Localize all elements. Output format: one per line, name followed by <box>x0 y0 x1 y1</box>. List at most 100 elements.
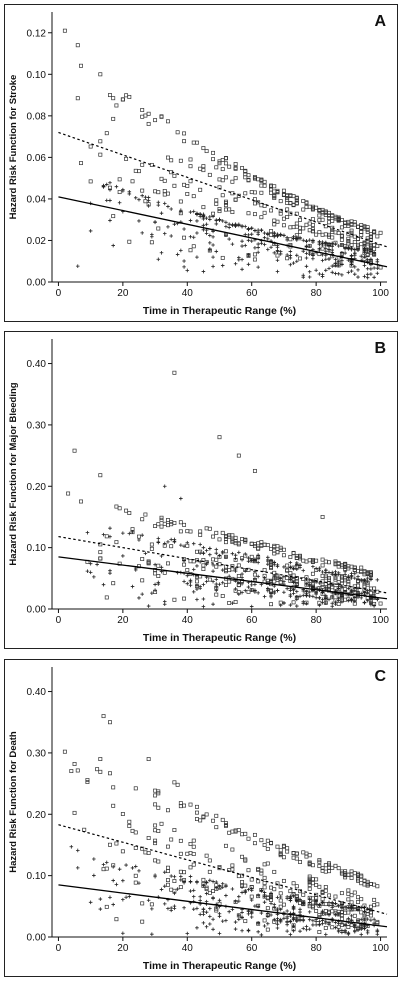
data-point-square <box>153 118 158 123</box>
data-point-plus <box>317 568 322 572</box>
data-point-square <box>98 757 103 761</box>
data-point-plus <box>288 932 293 937</box>
data-point-plus <box>340 243 344 247</box>
data-point-square <box>124 156 129 161</box>
data-point-square <box>223 536 228 541</box>
data-point-square <box>269 602 273 607</box>
data-point-square <box>323 224 328 229</box>
data-point-plus <box>340 262 344 267</box>
data-point-plus <box>166 204 170 209</box>
data-point-square <box>310 559 315 564</box>
data-point-plus <box>240 224 244 228</box>
data-point-square <box>214 530 219 535</box>
data-point-square <box>291 600 296 605</box>
data-point-square <box>230 210 235 214</box>
data-point-square <box>320 217 325 222</box>
data-point-plus <box>111 902 116 907</box>
data-point-plus <box>311 238 315 243</box>
data-point-plus <box>75 866 80 870</box>
data-point-plus <box>375 932 380 937</box>
data-point-plus <box>201 551 206 556</box>
data-point-square <box>314 232 319 237</box>
data-point-square <box>79 499 83 504</box>
data-point-plus <box>362 247 367 251</box>
x-tick-label: 40 <box>182 615 194 626</box>
data-point-plus <box>278 249 283 254</box>
data-point-square <box>201 164 206 169</box>
data-point-plus <box>323 249 328 254</box>
data-point-plus <box>195 597 199 602</box>
data-point-square <box>362 226 367 231</box>
data-point-plus <box>224 883 228 887</box>
data-point-square <box>185 851 190 856</box>
data-point-square <box>336 561 341 566</box>
data-point-square <box>349 876 354 880</box>
data-point-square <box>320 563 325 568</box>
data-point-square <box>153 802 158 807</box>
data-point-plus <box>188 889 193 893</box>
data-point-square <box>252 197 257 202</box>
data-point-plus <box>243 552 248 556</box>
data-point-plus <box>369 249 373 254</box>
data-point-square <box>114 540 119 545</box>
data-point-plus <box>291 924 296 928</box>
data-point-square <box>108 720 112 725</box>
data-point-plus <box>275 233 280 238</box>
data-point-square <box>314 909 319 913</box>
data-point-plus <box>108 526 112 531</box>
data-point-plus <box>214 222 219 226</box>
data-point-plus <box>311 585 315 590</box>
data-point-plus <box>195 583 199 588</box>
data-point-plus <box>272 251 277 255</box>
data-point-square <box>288 571 293 576</box>
data-point-square <box>98 473 103 478</box>
data-point-square <box>336 231 341 236</box>
data-point-plus <box>169 537 173 542</box>
data-point-plus <box>133 195 138 200</box>
data-point-square <box>207 858 212 863</box>
data-point-square <box>98 139 103 144</box>
data-point-plus <box>124 863 128 867</box>
data-point-plus <box>272 918 277 922</box>
data-point-square <box>327 210 331 215</box>
data-point-square <box>352 240 357 244</box>
data-point-plus <box>330 582 335 587</box>
data-point-square <box>153 793 158 798</box>
data-point-square <box>256 541 261 546</box>
data-point-plus <box>314 919 318 924</box>
data-point-plus <box>162 884 167 888</box>
data-point-plus <box>146 195 151 200</box>
data-point-square <box>140 188 145 193</box>
data-point-plus <box>182 544 186 548</box>
data-point-plus <box>359 917 364 922</box>
data-point-plus <box>240 572 244 576</box>
data-point-square <box>259 871 264 876</box>
data-point-square <box>339 871 344 876</box>
data-point-plus <box>352 247 357 252</box>
data-point-plus <box>159 554 164 558</box>
data-point-plus <box>137 197 141 202</box>
data-point-square <box>291 194 296 199</box>
data-point-plus <box>140 533 144 537</box>
data-point-plus <box>285 909 289 913</box>
data-point-plus <box>208 241 212 245</box>
data-point-plus <box>108 218 112 223</box>
data-point-square <box>243 831 248 836</box>
data-point-plus <box>214 547 219 552</box>
data-point-plus <box>233 224 238 228</box>
x-tick-label: 80 <box>311 943 323 954</box>
data-point-plus <box>98 897 103 901</box>
data-point-plus <box>333 257 338 262</box>
data-point-square <box>262 875 267 880</box>
data-point-square <box>223 583 228 587</box>
data-point-square <box>346 872 351 877</box>
data-point-plus <box>340 902 344 907</box>
data-point-plus <box>246 253 251 257</box>
data-point-plus <box>304 594 309 598</box>
trend-line-dotted <box>58 535 388 594</box>
x-tick-label: 100 <box>372 943 389 954</box>
data-point-plus <box>185 581 190 586</box>
data-point-square <box>365 229 370 234</box>
data-point-plus <box>246 912 251 916</box>
data-point-plus <box>85 530 90 535</box>
